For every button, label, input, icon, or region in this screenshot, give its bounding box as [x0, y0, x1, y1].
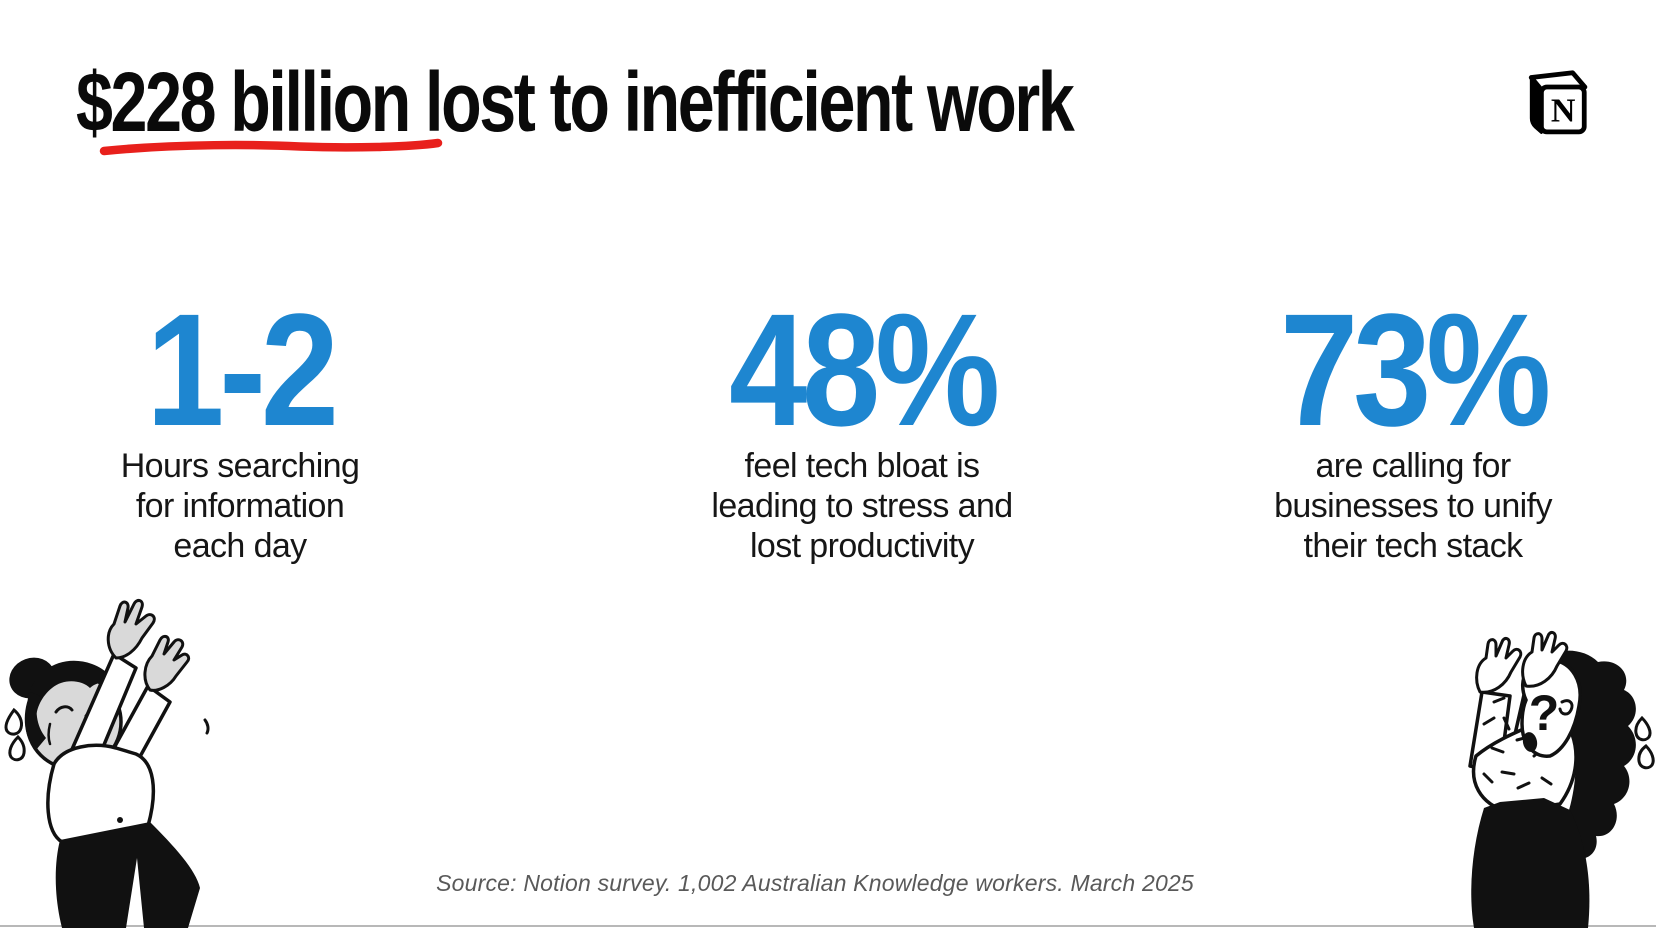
page-title-text: $228 billion lost to inefficient work: [76, 55, 1075, 149]
sweat-drops-icon: [4, 707, 26, 762]
sweat-drops-icon: [1634, 715, 1655, 770]
stat-value: 1-2: [146, 280, 339, 459]
stressed-person-illustration: [4, 598, 210, 928]
stat-caption: Hours searching for information each day: [120, 447, 360, 566]
notion-logo-icon: N: [1528, 70, 1588, 135]
stat-caption: are calling for businesses to unify thei…: [1274, 447, 1552, 566]
stat-value: 73%: [1280, 280, 1551, 459]
stat-caption: feel tech bloat is leading to stress and…: [711, 447, 1013, 566]
svg-text:N: N: [1551, 93, 1576, 130]
bottom-divider: [0, 925, 1656, 927]
stat-value: 48%: [729, 280, 1000, 459]
page-title: $228 billion lost to inefficient work: [76, 58, 1337, 146]
confused-woman-illustration: ?: [1468, 630, 1655, 928]
question-mark-icon: ?: [1529, 685, 1560, 741]
red-brush-underline-icon: [99, 138, 443, 156]
stat-tech-bloat: 48% feel tech bloat is leading to stress…: [632, 290, 1092, 566]
source-note: Source: Notion survey. 1,002 Australian …: [436, 870, 1194, 896]
stat-hours-searching: 1-2 Hours searching for information each…: [10, 290, 470, 566]
stat-unify-stack: 73% are calling for businesses to unify …: [1183, 290, 1643, 566]
